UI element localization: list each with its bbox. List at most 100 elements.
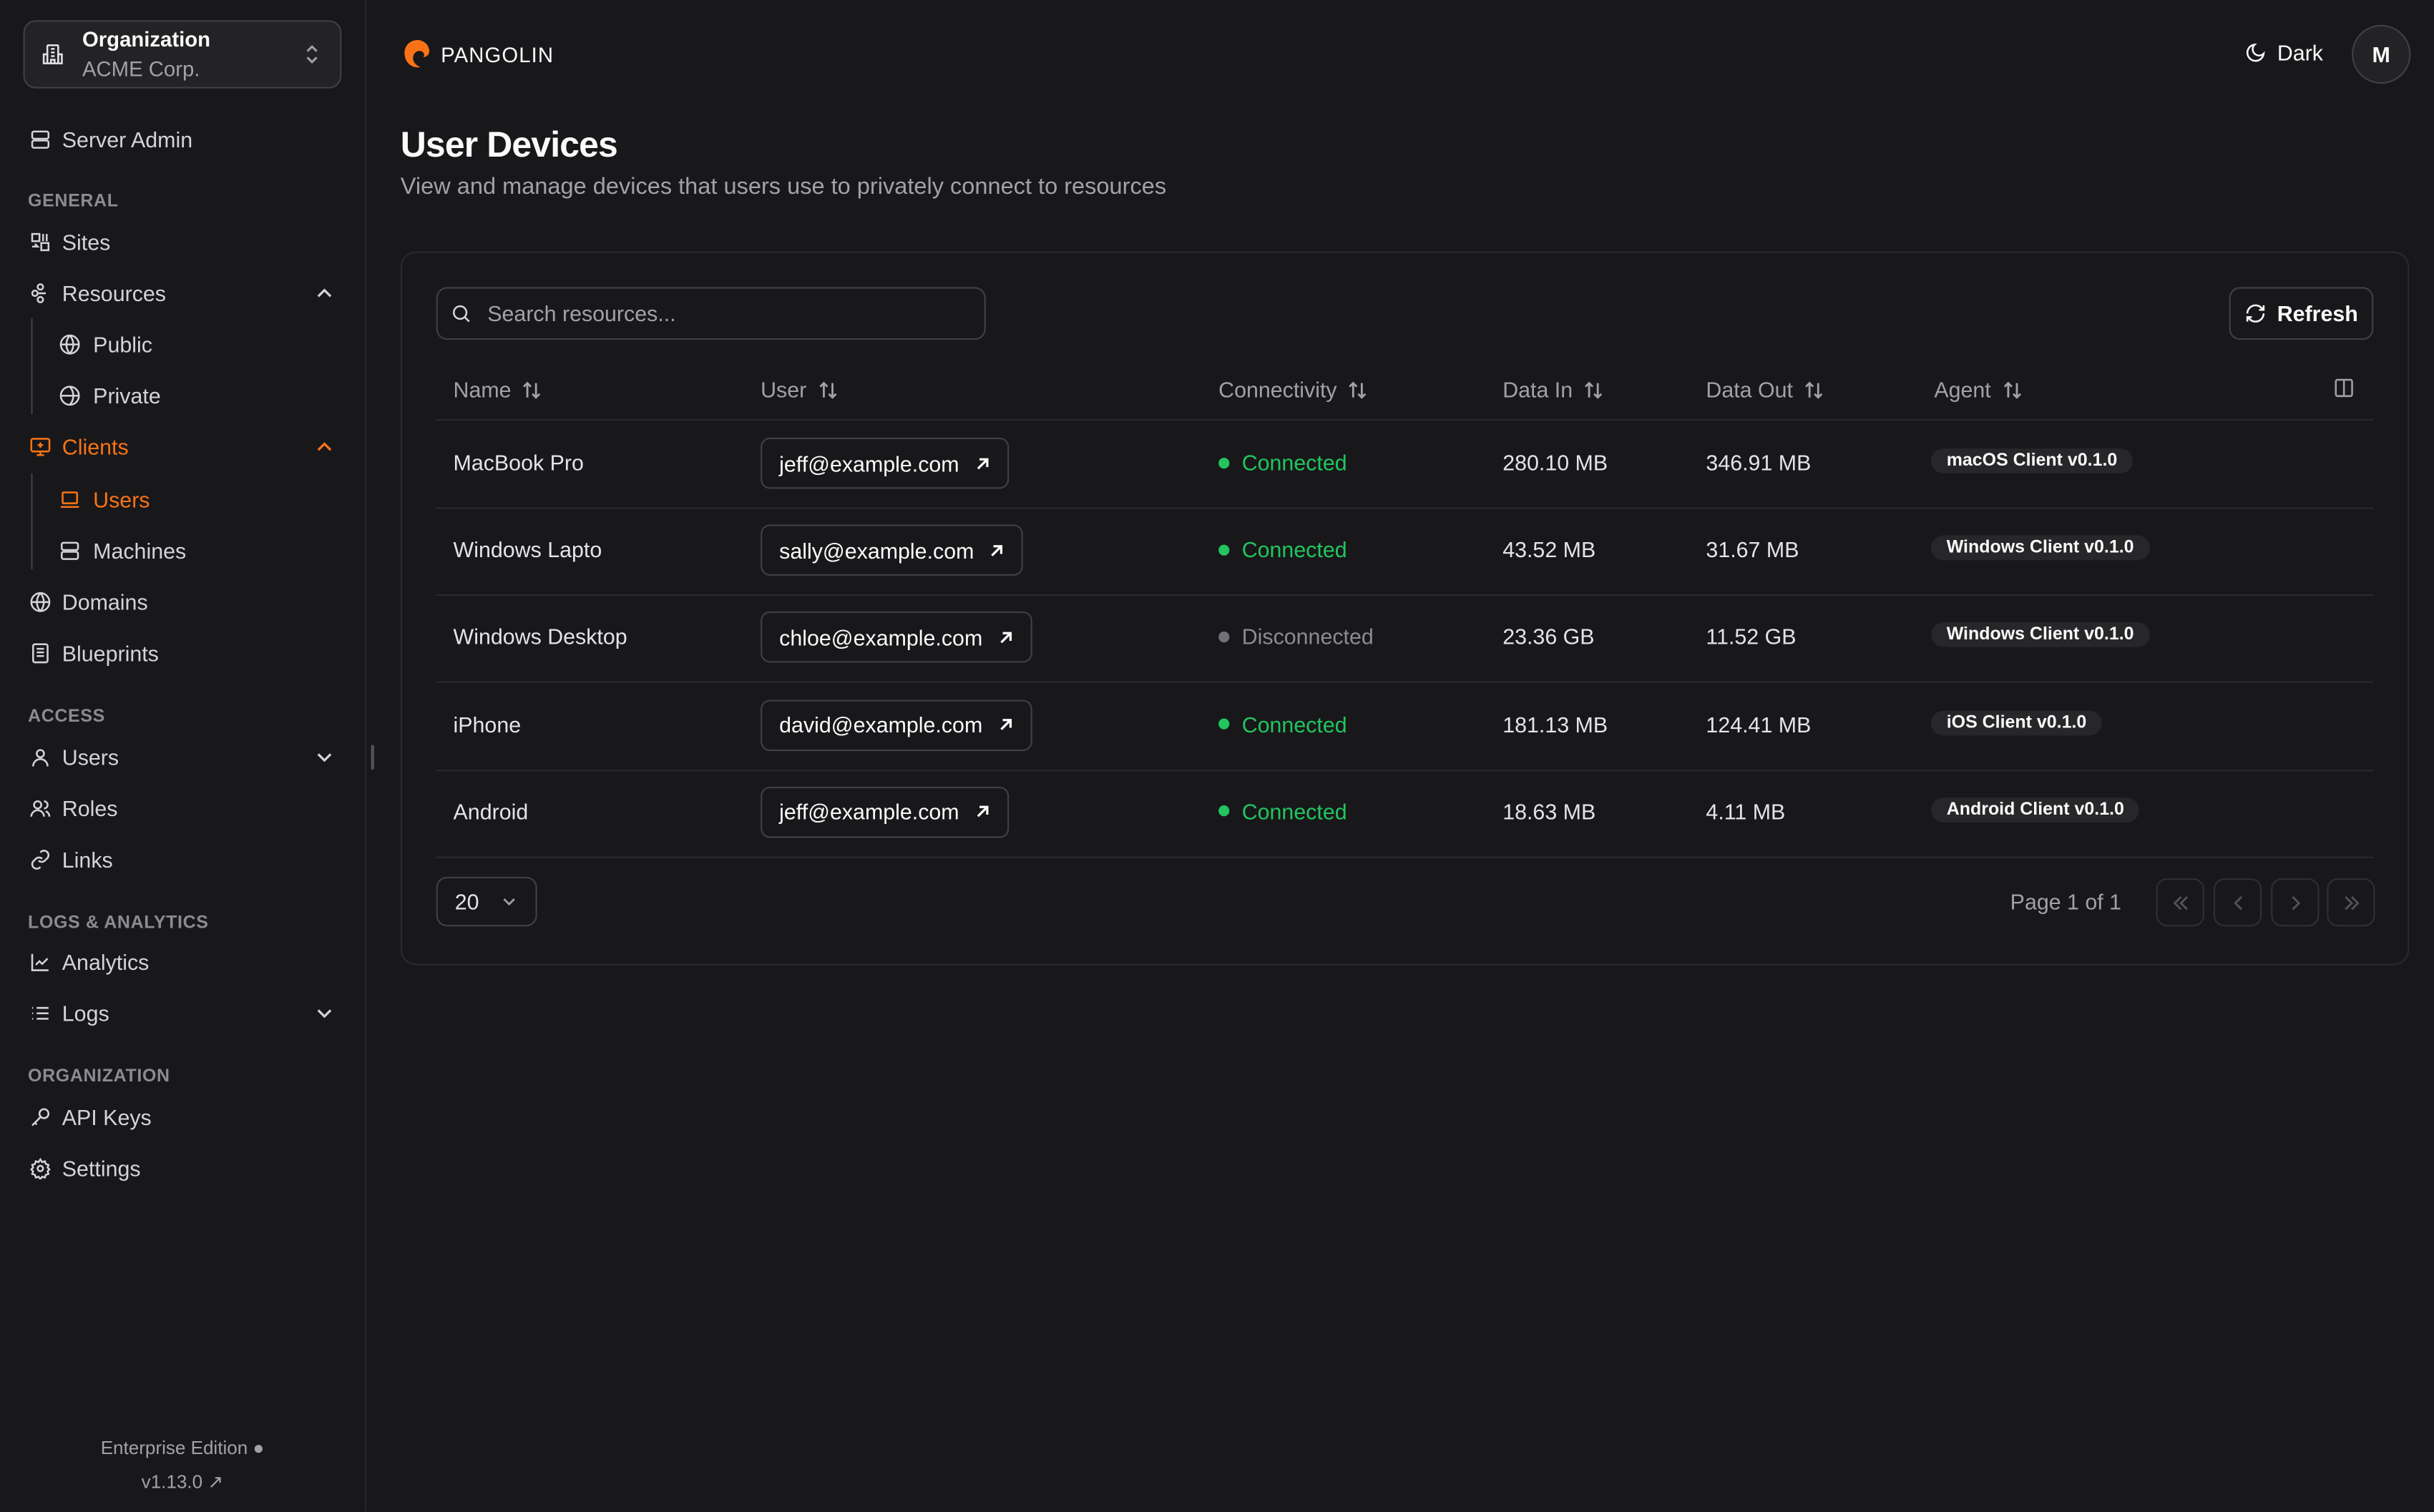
connectivity-status: Connected — [1218, 712, 1347, 737]
column-label: User — [761, 377, 807, 402]
section-general: GENERAL — [28, 192, 119, 212]
connectivity-status: Connected — [1218, 537, 1347, 562]
sidebar-resize-handle[interactable] — [371, 745, 374, 770]
sidebar-item-users[interactable]: Users — [0, 478, 365, 521]
laptop-icon — [60, 491, 79, 509]
last-page-button[interactable] — [2327, 878, 2375, 927]
sidebar-item-sites[interactable]: Sites — [0, 220, 365, 264]
sidebar-item-roles[interactable]: Roles — [0, 787, 365, 830]
sidebar-item-api-keys[interactable]: API Keys — [0, 1096, 365, 1139]
connectivity-status: Connected — [1218, 799, 1347, 824]
next-page-button[interactable] — [2271, 878, 2320, 927]
globe-icon — [30, 591, 51, 612]
edition-text: Enterprise Edition — [100, 1437, 248, 1459]
sidebar-item-analytics[interactable]: Analytics — [0, 941, 365, 984]
server-icon — [60, 541, 79, 560]
version-text: v1.13.0 — [141, 1471, 203, 1493]
search-box[interactable] — [436, 287, 986, 340]
sidebar-item-resources[interactable]: Resources — [0, 272, 365, 315]
file-text-icon — [32, 643, 49, 664]
version-link[interactable]: v1.13.0 ↗ — [0, 1471, 365, 1493]
theme-toggle[interactable]: Dark — [2244, 40, 2323, 65]
key-icon — [31, 1108, 50, 1126]
globe-lock-icon — [59, 386, 80, 406]
user-link-button[interactable]: david@example.com — [761, 699, 1032, 751]
org-switcher[interactable]: Organization ACME Corp. — [23, 20, 342, 89]
edition-label[interactable]: Enterprise Edition ● — [0, 1437, 365, 1458]
sidebar-item-label: Machines — [93, 538, 187, 564]
data-in: 43.52 MB — [1502, 537, 1596, 562]
sidebar-item-clients[interactable]: Clients — [0, 425, 365, 468]
user-icon — [32, 749, 49, 767]
first-page-button[interactable] — [2156, 878, 2204, 927]
chevrons-right-icon — [2344, 895, 2359, 910]
brand-logo[interactable]: PANGOLIN — [401, 37, 554, 72]
sidebar-item-links[interactable]: Links — [0, 838, 365, 882]
section-organization: ORGANIZATION — [28, 1067, 170, 1086]
column-header-data-out[interactable]: Data Out — [1706, 377, 1824, 402]
monitor-icon — [30, 438, 51, 456]
sidebar-item-label: Users — [62, 745, 119, 770]
arrow-up-right-icon — [1000, 632, 1012, 644]
columns-icon[interactable] — [2333, 377, 2355, 398]
chart-line-icon — [31, 953, 49, 971]
arrow-up-right-icon — [1000, 719, 1012, 731]
sort-icon — [523, 381, 541, 398]
sidebar-item-label: Resources — [62, 280, 166, 306]
page-size-select[interactable]: 20 — [436, 876, 537, 927]
theme-label: Dark — [2277, 40, 2324, 66]
column-label: Data Out — [1706, 377, 1794, 402]
sidebar-item-label: Private — [93, 383, 161, 408]
user-email: jeff@example.com — [779, 800, 959, 825]
user-link-button[interactable]: sally@example.com — [761, 524, 1024, 576]
user-link-button[interactable]: jeff@example.com — [761, 786, 1010, 838]
data-in: 181.13 MB — [1502, 711, 1608, 737]
table-row: Windows Lapto sally@example.com Connected 4… — [436, 508, 2374, 597]
sidebar-item-private[interactable]: Private — [0, 374, 365, 418]
avatar[interactable]: M — [2352, 24, 2411, 84]
refresh-label: Refresh — [2277, 300, 2358, 326]
search-icon — [452, 305, 470, 323]
sidebar-item-label: Links — [62, 847, 113, 873]
user-link-button[interactable]: jeff@example.com — [761, 437, 1010, 489]
prev-page-button[interactable] — [2213, 878, 2262, 927]
sort-icon — [1349, 381, 1367, 398]
list-icon — [32, 1006, 49, 1020]
data-in: 23.36 GB — [1502, 624, 1595, 649]
column-label: Agent — [1934, 377, 1991, 402]
sidebar-item-domains[interactable]: Domains — [0, 580, 365, 624]
column-header-user[interactable]: User — [761, 377, 838, 402]
user-link-button[interactable]: chloe@example.com — [761, 612, 1032, 664]
column-header-agent[interactable]: Agent — [1934, 377, 2022, 402]
device-name: Windows Lapto — [453, 537, 602, 562]
sidebar-item-public[interactable]: Public — [0, 323, 365, 366]
sidebar-item-server-admin[interactable]: Server Admin — [0, 118, 365, 162]
table-row: iPhone david@example.com Connected 181.13 M… — [436, 682, 2374, 771]
sidebar-item-logs[interactable]: Logs — [0, 991, 365, 1035]
sidebar-item-machines[interactable]: Machines — [0, 529, 365, 573]
column-header-connectivity[interactable]: Connectivity — [1218, 377, 1368, 402]
users-icon — [30, 800, 51, 817]
column-header-data-in[interactable]: Data In — [1502, 377, 1603, 402]
refresh-button[interactable]: Refresh — [2229, 287, 2374, 340]
sidebar-item-blueprints[interactable]: Blueprints — [0, 632, 365, 675]
pangolin-logo-icon — [404, 40, 430, 68]
sidebar-item-settings[interactable]: Settings — [0, 1147, 365, 1190]
status-text: Disconnected — [1241, 624, 1374, 649]
arrow-up-right-icon — [992, 544, 1004, 556]
data-out: 4.11 MB — [1706, 798, 1786, 824]
sort-icon — [2003, 381, 2021, 398]
sidebar-item-label: Users — [93, 487, 150, 512]
table-row: Android jeff@example.com Connected 18.63 MB… — [436, 770, 2374, 858]
search-input[interactable] — [484, 299, 957, 328]
sidebar-item-access-users[interactable]: Users — [0, 735, 365, 779]
sidebar-item-label: Server Admin — [62, 127, 193, 152]
sidebar-item-label: Sites — [62, 230, 111, 255]
connectivity-status: Connected — [1218, 450, 1347, 475]
table-row: Windows Desktop chloe@example.com Disconne… — [436, 595, 2374, 684]
page-subtitle: View and manage devices that users use t… — [400, 173, 1167, 200]
table-header: Name User Connectivity Data In Data Out Agent — [436, 362, 2374, 421]
sidebar-item-label: Blueprints — [62, 641, 159, 666]
chevron-down-icon — [317, 753, 332, 762]
column-header-name[interactable]: Name — [454, 377, 542, 402]
